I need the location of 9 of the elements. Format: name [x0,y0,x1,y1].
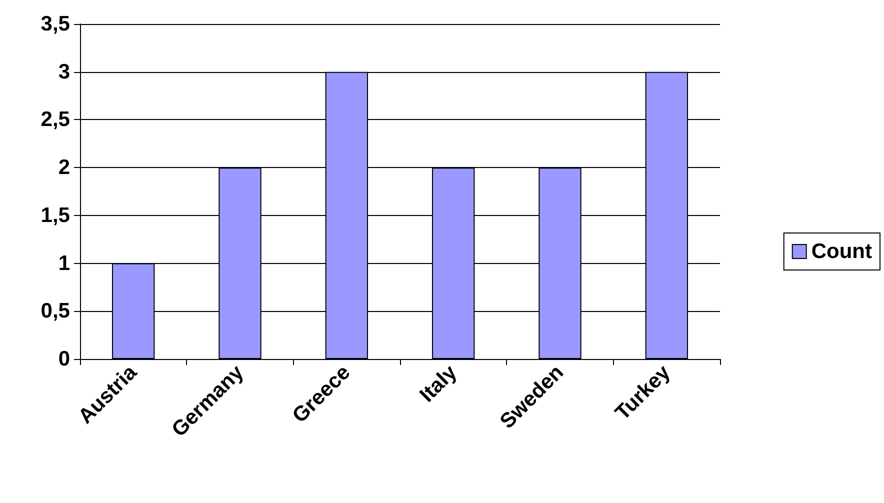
y-tick-label: 1 [58,252,70,275]
y-tick-label: 3,5 [40,12,70,36]
y-tick-label: 0 [58,348,70,370]
legend-label: Count [811,240,872,263]
y-tick-label: 2 [58,156,70,180]
y-tick-label: 0,5 [40,300,70,323]
y-tick-label: 2,5 [40,108,70,132]
y-tick-label: 1,5 [40,204,70,227]
y-tick-label: 3 [58,60,70,84]
